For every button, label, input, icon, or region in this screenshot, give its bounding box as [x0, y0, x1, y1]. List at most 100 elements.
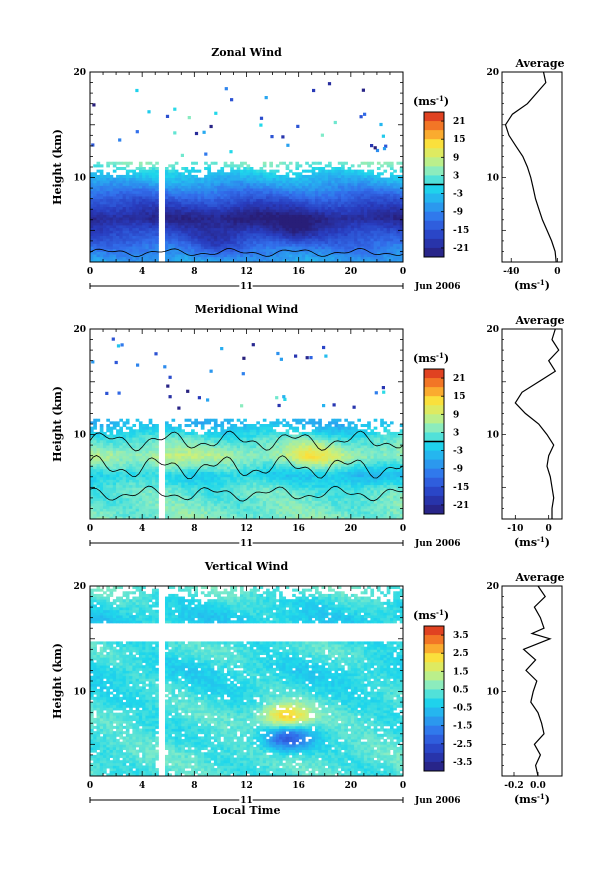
- heatmap-cell: [239, 209, 244, 213]
- heatmap-cell: [125, 177, 130, 181]
- heatmap-cell: [214, 111, 218, 115]
- heatmap-cell: [200, 474, 205, 478]
- heatmap-cell: [207, 482, 212, 486]
- heatmap-cell: [122, 437, 127, 441]
- colorbar-unit-label: (ms-1): [413, 94, 449, 108]
- heatmap-cell: [230, 230, 234, 234]
- heatmap-cell: [181, 167, 185, 171]
- heatmap-cell: [174, 450, 179, 454]
- heatmap-cell: [246, 190, 251, 194]
- heatmap-cell: [331, 246, 335, 250]
- heatmap-cell: [145, 174, 150, 178]
- heatmap-cell: [301, 211, 306, 215]
- heatmap-cell: [308, 164, 313, 168]
- heatmap-cell: [99, 172, 104, 176]
- heatmap-cell: [181, 429, 185, 433]
- heatmap-cell: [155, 182, 159, 186]
- heatmap-cell: [99, 450, 104, 454]
- heatmap-cell: [275, 198, 280, 202]
- heatmap-cell: [109, 503, 114, 507]
- heatmap-cell: [184, 248, 189, 252]
- heatmap-cell: [99, 203, 104, 207]
- heatmap-cell: [314, 222, 319, 226]
- heatmap-cell: [164, 439, 169, 443]
- heatmap-cell: [135, 460, 140, 464]
- heatmap-cell: [145, 455, 150, 459]
- heatmap-cell: [174, 466, 179, 470]
- heatmap-cell: [331, 222, 335, 226]
- heatmap-cell: [174, 193, 179, 197]
- heatmap-cell: [324, 180, 329, 184]
- heatmap-cell: [184, 453, 189, 457]
- heatmap-cell: [305, 232, 309, 237]
- heatmap-cell: [119, 505, 123, 509]
- heatmap-cell: [204, 174, 208, 178]
- heatmap-cell: [200, 455, 205, 459]
- heatmap-cell: [138, 497, 143, 501]
- heatmap-cell: [259, 201, 264, 205]
- heatmap-cell: [168, 164, 172, 168]
- heatmap-cell: [119, 190, 123, 194]
- heatmap-cell: [204, 256, 208, 260]
- heatmap-cell: [197, 500, 202, 504]
- heatmap-cell: [116, 439, 120, 443]
- heatmap-cell: [200, 246, 205, 250]
- heatmap-cell: [239, 240, 244, 244]
- heatmap-cell: [213, 503, 218, 507]
- heatmap-cell: [318, 161, 322, 165]
- heatmap-cell: [119, 248, 123, 252]
- heatmap-cell: [151, 167, 156, 171]
- heatmap-cell: [223, 463, 228, 467]
- heatmap-cell: [181, 455, 185, 459]
- heatmap-cell: [112, 193, 117, 197]
- heatmap-cell: [217, 460, 221, 464]
- heatmap-cell: [344, 185, 348, 189]
- heatmap-cell: [328, 227, 332, 231]
- heatmap-cell: [151, 164, 156, 168]
- heatmap-cell: [168, 219, 172, 223]
- heatmap-cell: [256, 180, 260, 184]
- heatmap-cell: [197, 497, 202, 501]
- heatmap-cell: [259, 259, 264, 263]
- heatmap-cell: [256, 193, 260, 197]
- heatmap-cell: [376, 230, 381, 234]
- heatmap-cell: [178, 511, 182, 515]
- heatmap-cell: [380, 219, 384, 223]
- heatmap-cell: [279, 211, 283, 215]
- heatmap-cell: [181, 190, 185, 194]
- heatmap-cell: [90, 500, 94, 504]
- heatmap-cell: [217, 235, 221, 239]
- heatmap-cell: [344, 193, 348, 197]
- heatmap-cell: [328, 243, 332, 247]
- heatmap-cell: [168, 182, 172, 186]
- heatmap-cell: [223, 447, 228, 451]
- heatmap-cell: [285, 203, 290, 207]
- heatmap-cell: [246, 235, 251, 239]
- heatmap-cell: [380, 222, 384, 226]
- heatmap-cell: [331, 182, 335, 186]
- heatmap-cell: [324, 169, 329, 173]
- heatmap-cell: [132, 203, 137, 207]
- heatmap-cell: [279, 196, 283, 200]
- heatmap-cell: [217, 458, 221, 462]
- heatmap-cell: [184, 439, 189, 443]
- heatmap-cell: [90, 434, 94, 438]
- heatmap-cell: [305, 188, 309, 192]
- heatmap-cell: [236, 193, 241, 197]
- heatmap-cell: [142, 235, 146, 239]
- heatmap-cell: [135, 513, 140, 517]
- heatmap-cell: [112, 246, 117, 250]
- heatmap-cell: [217, 177, 221, 181]
- heatmap-cell: [272, 246, 277, 250]
- heatmap-cell: [230, 211, 234, 215]
- heatmap-cell: [389, 185, 394, 189]
- heatmap-cell: [275, 193, 280, 197]
- heatmap-cell: [132, 463, 137, 467]
- heatmap-cell: [171, 193, 176, 197]
- heatmap-cell: [220, 460, 225, 464]
- heatmap-cell: [279, 206, 283, 210]
- heatmap-cell: [396, 227, 401, 231]
- heatmap-cell: [191, 209, 195, 213]
- heatmap-cell: [103, 442, 107, 446]
- heatmap-cell: [112, 201, 117, 205]
